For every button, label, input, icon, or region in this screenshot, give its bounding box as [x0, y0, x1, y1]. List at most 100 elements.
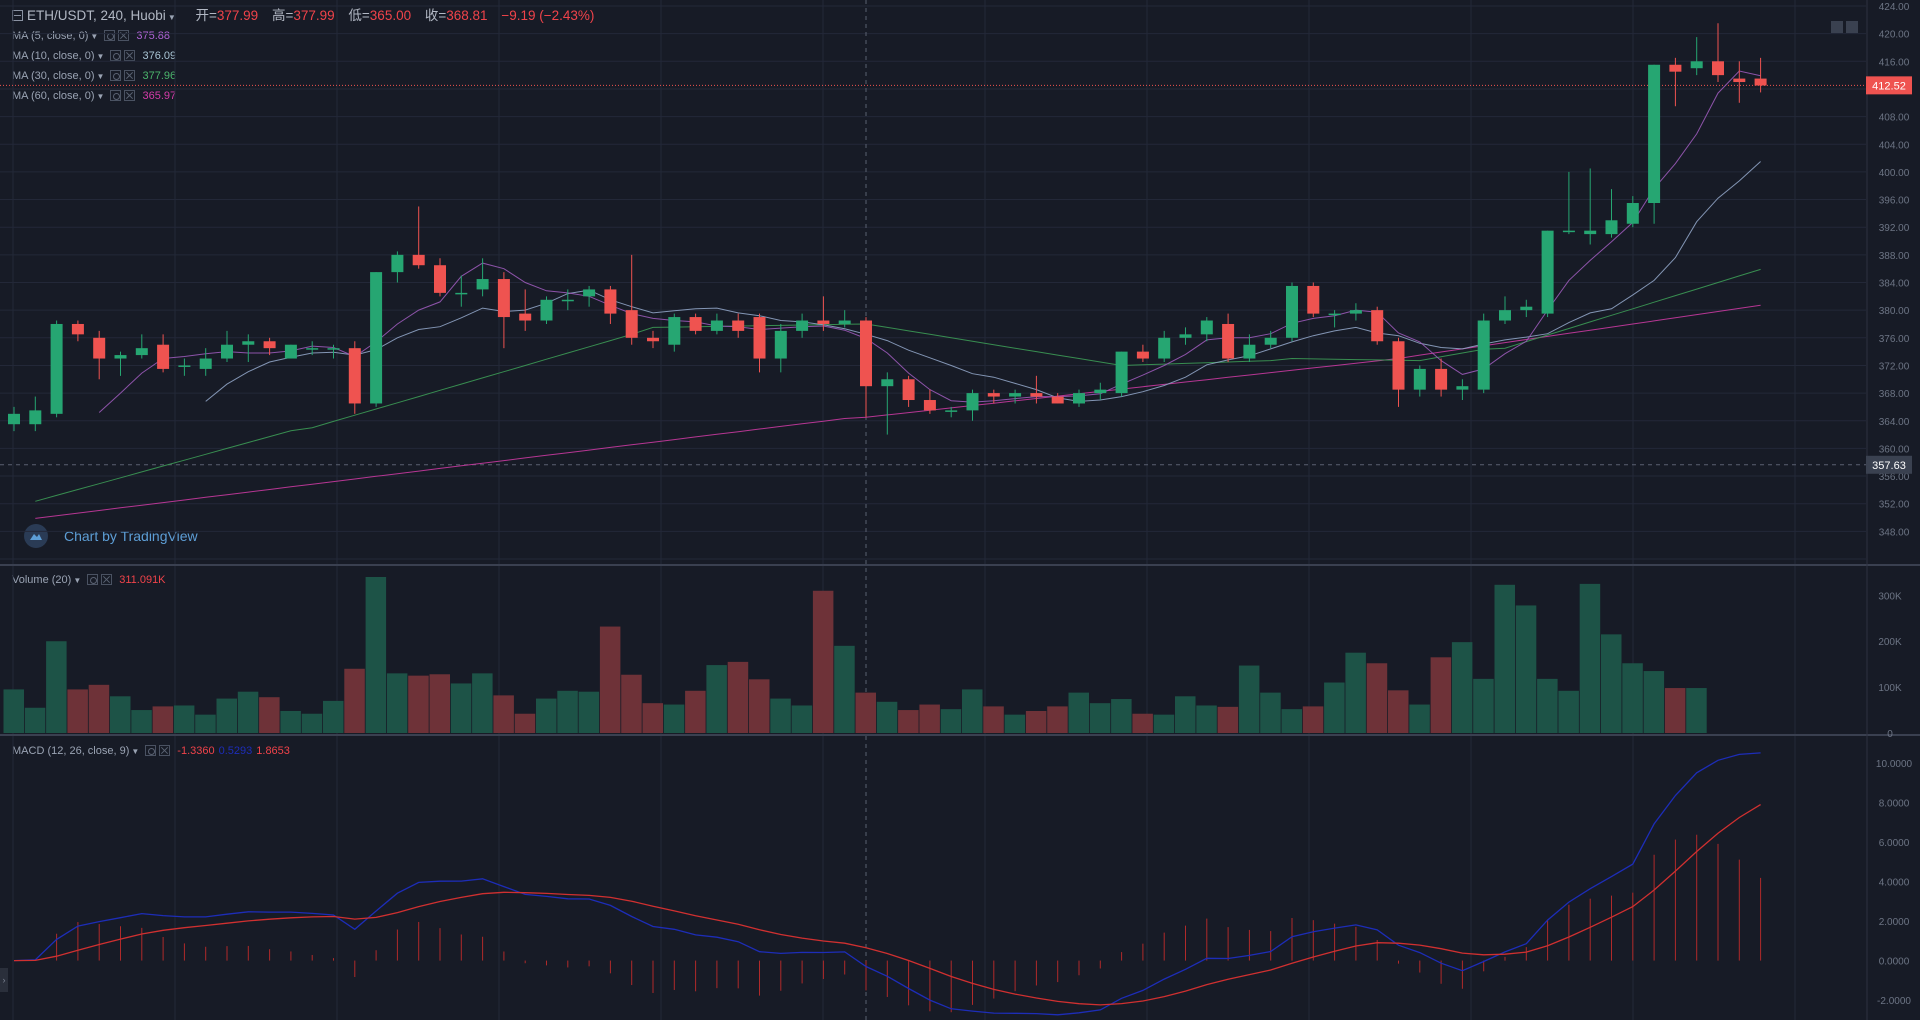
eye-icon[interactable] — [145, 745, 157, 756]
eye-icon[interactable] — [110, 70, 122, 81]
volume-bar — [1324, 682, 1345, 733]
volume-bar — [855, 692, 876, 733]
volume-bar — [1409, 704, 1430, 733]
ma5-name[interactable]: MA (5, close, 0) — [12, 30, 89, 42]
close-value: 368.81 — [446, 8, 488, 23]
grid-lines — [0, 0, 1866, 1020]
candle-body — [604, 289, 617, 314]
volume-name[interactable]: Volume (20) — [12, 574, 72, 586]
chevron-down-icon[interactable]: ▼ — [167, 13, 176, 22]
price-axis-tick: 424.00 — [1879, 2, 1910, 13]
volume-bar — [110, 696, 131, 733]
ma60-name[interactable]: MA (60, close, 0) — [12, 90, 95, 102]
candle-body — [966, 393, 979, 411]
volume-bar — [408, 675, 429, 733]
chevron-down-icon[interactable]: ▼ — [90, 32, 99, 41]
volume-bar — [1345, 652, 1366, 733]
volume-bar — [67, 689, 88, 733]
volume-bar — [386, 673, 408, 733]
candle-body — [1477, 320, 1490, 390]
close-label: 收= — [424, 8, 447, 23]
chevron-down-icon[interactable]: ▼ — [96, 72, 105, 81]
chevron-down-icon[interactable]: ▼ — [96, 92, 105, 101]
eye-icon[interactable] — [87, 574, 99, 585]
candle-body — [1073, 393, 1085, 404]
eye-icon[interactable] — [110, 90, 122, 101]
macd-histogram — [34, 834, 1762, 1013]
volume-bar — [1153, 714, 1175, 733]
scale-toggle-icon[interactable] — [1846, 21, 1858, 33]
volume-bar — [1388, 690, 1409, 733]
candle-body — [1669, 64, 1682, 72]
price-axis-tick: 352.00 — [1879, 500, 1910, 511]
candle-body — [1136, 351, 1149, 359]
volume-bar — [514, 713, 536, 733]
ma30-name[interactable]: MA (30, close, 0) — [12, 70, 95, 82]
watermark-text: Chart by TradingView — [64, 528, 198, 544]
volume-bar — [1558, 690, 1579, 733]
volume-bar — [940, 709, 962, 733]
candle-body — [1222, 323, 1235, 359]
candle-body — [1435, 368, 1448, 390]
ma30-legend: MA (30, close, 0) ▼ 377.96 — [12, 66, 176, 87]
candle-body — [1562, 230, 1575, 233]
low-label: 低= — [348, 8, 370, 23]
volume-bar — [1217, 706, 1239, 733]
candle-body — [923, 400, 936, 411]
volume-bar — [1643, 671, 1665, 733]
candle-body — [135, 348, 148, 356]
candle-body — [221, 344, 233, 359]
candle-body — [71, 323, 84, 335]
chevron-down-icon[interactable]: ▼ — [96, 52, 105, 61]
candle-body — [1094, 389, 1107, 394]
change-value: −9.19 (−2.43%) — [501, 8, 595, 23]
price-axis-tick: 420.00 — [1879, 30, 1910, 41]
candle-body — [391, 254, 404, 273]
candle-body — [1541, 230, 1554, 314]
close-icon[interactable] — [118, 30, 130, 41]
candle-body — [412, 254, 425, 266]
close-icon[interactable] — [124, 50, 136, 61]
candle-body — [774, 330, 787, 359]
chevron-down-icon[interactable]: ▼ — [131, 747, 140, 756]
price-axis-tick: 384.00 — [1879, 279, 1910, 290]
volume-bar — [1089, 703, 1111, 733]
volume-bar — [1175, 696, 1196, 733]
volume-bar — [578, 691, 600, 733]
price-axis-tick: 416.00 — [1879, 57, 1910, 68]
crosshair-price-label: 357.63 — [1872, 460, 1906, 472]
tradingview-watermark[interactable]: Chart by TradingView — [24, 524, 198, 548]
candle-body — [561, 299, 574, 302]
candle-body — [1264, 337, 1277, 345]
scale-toggle-icon[interactable] — [1831, 21, 1843, 33]
price-axis-tick: 376.00 — [1879, 334, 1910, 345]
volume-bar — [1515, 605, 1537, 733]
macd-line — [13, 752, 1761, 1016]
high-value: 377.99 — [293, 8, 335, 23]
volume-bar — [323, 700, 344, 733]
price-axis-tick: 404.00 — [1879, 140, 1910, 151]
chevron-right-icon[interactable]: › — [0, 968, 8, 992]
volume-bar — [1601, 634, 1622, 733]
candle-body — [1115, 351, 1128, 394]
eye-icon[interactable] — [110, 50, 122, 61]
candle-body — [1648, 64, 1661, 204]
ma5-value: 375.88 — [136, 30, 170, 42]
close-icon[interactable] — [101, 574, 113, 585]
symbol-title[interactable]: ETH/USDT, 240, Huobi — [27, 8, 166, 23]
volume-bar — [536, 698, 557, 733]
ma10-legend: MA (10, close, 0) ▼ 376.09 — [12, 46, 176, 67]
close-icon[interactable] — [124, 90, 136, 101]
close-icon[interactable] — [124, 70, 136, 81]
macd-axis-tick: 2.0000 — [1879, 917, 1910, 928]
macd-name[interactable]: MACD (12, 26, close, 9) — [12, 745, 130, 757]
ma10-name[interactable]: MA (10, close, 0) — [12, 50, 95, 62]
chevron-down-icon[interactable]: ▼ — [73, 576, 82, 585]
candle-body — [689, 317, 702, 331]
price-axis-tick: 368.00 — [1879, 389, 1910, 400]
ma30-line — [35, 268, 1761, 502]
close-icon[interactable] — [159, 745, 171, 756]
candle-body — [1051, 396, 1064, 404]
candle-body — [29, 410, 42, 425]
